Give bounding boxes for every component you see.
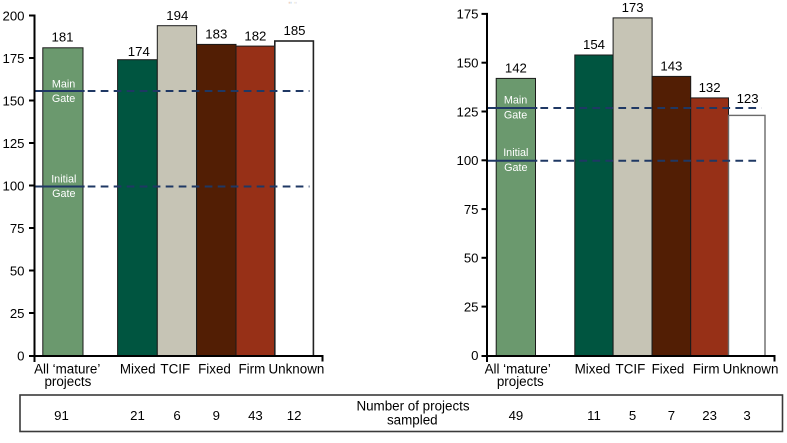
- svg-text:Fixed: Fixed: [652, 362, 685, 377]
- svg-text:125: 125: [2, 136, 24, 151]
- svg-text:182: 182: [244, 28, 266, 43]
- svg-text:5: 5: [629, 408, 636, 423]
- svg-text:0: 0: [471, 348, 478, 363]
- svg-text:25: 25: [10, 306, 25, 321]
- svg-text:75: 75: [464, 202, 479, 217]
- svg-text:175: 175: [456, 7, 478, 22]
- svg-text:Gate: Gate: [52, 188, 75, 200]
- svg-text:projects: projects: [44, 374, 91, 389]
- svg-text:50: 50: [10, 263, 25, 278]
- svg-text:174: 174: [128, 44, 150, 59]
- svg-text:sampled: sampled: [387, 412, 438, 427]
- svg-text:Gate: Gate: [52, 93, 75, 105]
- svg-text:0: 0: [17, 348, 24, 363]
- svg-text:projects: projects: [497, 374, 544, 389]
- svg-text:91: 91: [54, 408, 69, 423]
- svg-text:Unknown: Unknown: [723, 362, 779, 377]
- svg-text:150: 150: [2, 93, 24, 108]
- svg-text:Mixed: Mixed: [575, 362, 611, 377]
- svg-text:100: 100: [2, 178, 24, 193]
- svg-text:75: 75: [10, 221, 25, 236]
- svg-text:132: 132: [699, 80, 721, 95]
- svg-text:TCIF: TCIF: [616, 362, 646, 377]
- svg-text:173: 173: [622, 0, 644, 15]
- svg-text:11: 11: [587, 408, 601, 423]
- svg-text:183: 183: [205, 27, 227, 42]
- svg-text:154: 154: [583, 37, 605, 52]
- svg-text:21: 21: [130, 408, 145, 423]
- svg-text:185: 185: [283, 23, 305, 38]
- svg-text:175: 175: [2, 51, 24, 66]
- svg-text:Main: Main: [504, 95, 527, 107]
- svg-text:23: 23: [702, 408, 717, 423]
- svg-text:All ‘mature’: All ‘mature’: [34, 362, 100, 377]
- svg-text:Mixed: Mixed: [120, 362, 156, 377]
- svg-text:TCIF: TCIF: [160, 362, 190, 377]
- svg-text:143: 143: [660, 59, 682, 74]
- svg-text:Initial: Initial: [503, 147, 528, 159]
- svg-text:200: 200: [2, 8, 24, 23]
- svg-text:3: 3: [743, 408, 750, 423]
- svg-text:12: 12: [287, 408, 302, 423]
- svg-text:Main: Main: [52, 78, 75, 90]
- svg-text:123: 123: [737, 91, 759, 106]
- svg-text:Number of projects: Number of projects: [356, 399, 469, 414]
- svg-text:125: 125: [456, 104, 478, 119]
- svg-text:6: 6: [173, 408, 180, 423]
- svg-text:Gate: Gate: [504, 162, 527, 174]
- svg-text:25: 25: [464, 299, 479, 314]
- svg-text:Firm: Firm: [693, 362, 720, 377]
- svg-text:100: 100: [456, 153, 478, 168]
- svg-text:Gate: Gate: [504, 110, 527, 122]
- svg-text:142: 142: [505, 61, 527, 76]
- svg-text:49: 49: [509, 408, 524, 423]
- svg-text:43: 43: [248, 408, 263, 423]
- svg-text:9: 9: [213, 408, 220, 423]
- svg-text:181: 181: [51, 30, 73, 45]
- svg-text:7: 7: [668, 408, 675, 423]
- svg-text:Initial: Initial: [51, 173, 76, 185]
- svg-text:150: 150: [456, 56, 478, 71]
- svg-text:Unknown: Unknown: [268, 362, 324, 377]
- svg-text:50: 50: [464, 251, 479, 266]
- svg-text:194: 194: [166, 8, 188, 23]
- svg-text:Firm: Firm: [239, 362, 266, 377]
- svg-text:Fixed: Fixed: [198, 362, 231, 377]
- svg-text:All ‘mature’: All ‘mature’: [485, 362, 551, 377]
